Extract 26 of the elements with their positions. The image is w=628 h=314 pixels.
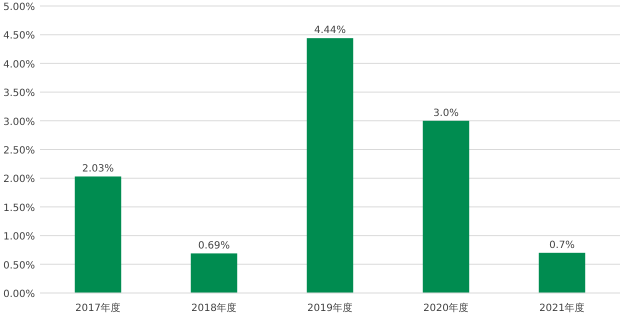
data-label: 4.44% <box>314 25 346 36</box>
bar <box>74 176 122 293</box>
y-tick-label: 1.00% <box>3 232 35 243</box>
bar <box>306 38 354 293</box>
y-tick-label: 2.50% <box>3 146 35 156</box>
y-tick-label: 1.50% <box>3 202 35 214</box>
y-tick-label: 4.00% <box>3 59 35 70</box>
y-tick-label: 4.50% <box>3 30 35 42</box>
bar <box>538 252 586 293</box>
data-label: 0.7% <box>549 240 575 251</box>
bar <box>190 253 238 293</box>
y-tick-label: 0.00% <box>3 289 35 300</box>
data-label: 2.03% <box>82 163 114 174</box>
bar <box>422 120 470 293</box>
y-tick-label: 3.50% <box>3 88 35 100</box>
y-tick-label: 2.00% <box>3 174 35 186</box>
y-tick-label: 0.50% <box>3 260 35 272</box>
x-tick-label: 2021年度 <box>539 302 585 314</box>
x-tick-label: 2018年度 <box>191 302 237 314</box>
data-label: 3.0% <box>433 108 459 119</box>
data-label: 0.69% <box>198 240 230 252</box>
y-tick-label: 5.00% <box>3 2 35 13</box>
x-tick-label: 2017年度 <box>75 302 121 314</box>
y-tick-label: 3.00% <box>3 116 35 128</box>
x-tick-label: 2019年度 <box>307 302 353 314</box>
x-tick-label: 2020年度 <box>423 302 469 314</box>
